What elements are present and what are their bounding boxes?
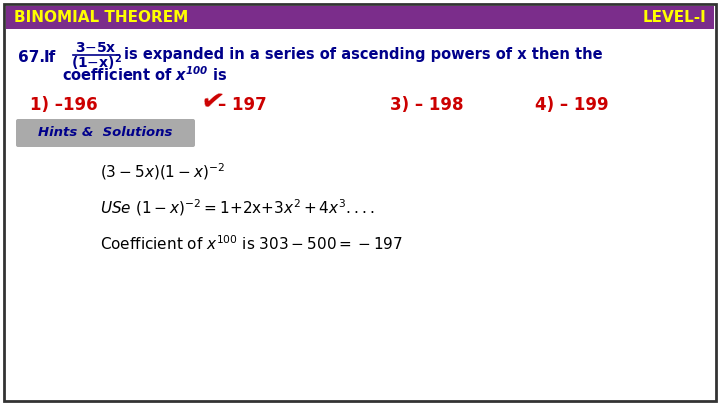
Text: Coefficient of $x^{100}$ is $303-500=-197$: Coefficient of $x^{100}$ is $303-500=-19… bbox=[100, 234, 403, 254]
Text: 1) –196: 1) –196 bbox=[30, 96, 98, 114]
Text: is expanded in a series of ascending powers of x then the: is expanded in a series of ascending pow… bbox=[124, 47, 603, 62]
Text: – 197: – 197 bbox=[218, 96, 266, 114]
Text: If: If bbox=[44, 49, 56, 64]
Text: $\bf{3\mathsf{-}5x}$: $\bf{3\mathsf{-}5x}$ bbox=[75, 41, 117, 55]
Text: ✔: ✔ bbox=[198, 86, 226, 118]
Text: $\mathit{USe}\ (1-x)^{-2}=1{+}2\mathrm{x}{+}3x^2+4x^3\mathit{....}$: $\mathit{USe}\ (1-x)^{-2}=1{+}2\mathrm{x… bbox=[100, 198, 374, 218]
Text: coefficient of $\bfit{x}^{100}$ is: coefficient of $\bfit{x}^{100}$ is bbox=[62, 66, 228, 84]
Text: 67.: 67. bbox=[18, 49, 45, 64]
Text: 4) – 199: 4) – 199 bbox=[535, 96, 608, 114]
Text: 3) – 198: 3) – 198 bbox=[390, 96, 464, 114]
Text: BINOMIAL THEOREM: BINOMIAL THEOREM bbox=[14, 10, 188, 25]
FancyBboxPatch shape bbox=[16, 119, 195, 147]
Text: $(3-5x)(1-x)^{-2}$: $(3-5x)(1-x)^{-2}$ bbox=[100, 162, 225, 182]
Text: Hints &  Solutions: Hints & Solutions bbox=[38, 126, 172, 139]
Bar bbox=[6, 6, 714, 29]
Text: LEVEL-I: LEVEL-I bbox=[642, 10, 706, 25]
Text: $\bf{(1\mathsf{-}x)^2}$: $\bf{(1\mathsf{-}x)^2}$ bbox=[71, 53, 122, 73]
